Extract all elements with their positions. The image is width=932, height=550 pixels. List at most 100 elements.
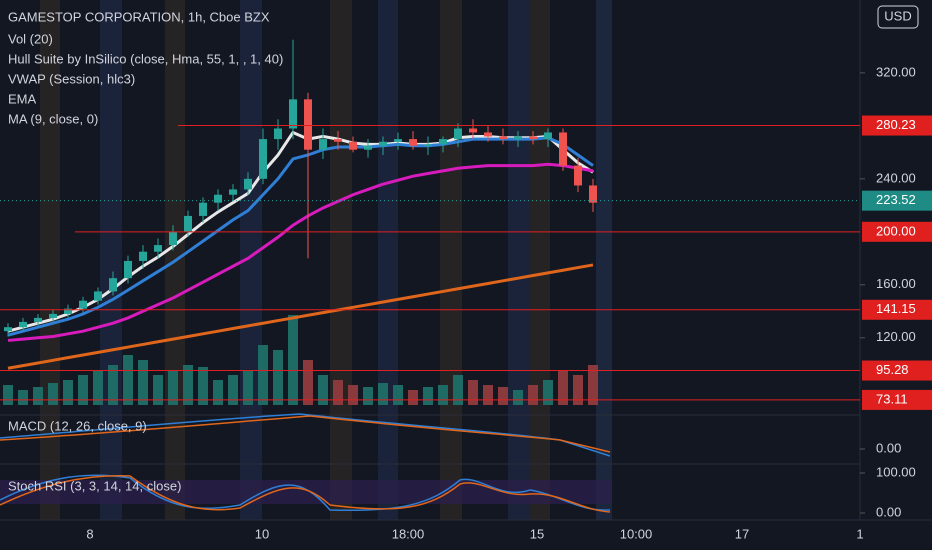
- candle-body: [319, 139, 327, 150]
- last-price-bg: [862, 190, 932, 211]
- stoch-tick-label: 100.00: [876, 464, 916, 479]
- volume-bar: [33, 387, 43, 405]
- volume-bar: [318, 375, 328, 405]
- candle-body: [79, 300, 87, 309]
- stoch-k: [0, 474, 611, 512]
- price-label-bg: [862, 389, 932, 410]
- candle-body: [394, 139, 402, 142]
- price-label: 200.00: [876, 223, 916, 238]
- candle-body: [109, 278, 117, 292]
- volume-bar: [498, 387, 508, 405]
- legend: GAMESTOP CORPORATION, 1h, Cboe BZX Vol (…: [8, 9, 283, 493]
- time-tick-label: 10:00: [620, 526, 653, 541]
- candle-body: [514, 136, 522, 140]
- volume-bar: [198, 367, 208, 405]
- indicator-label: Hull Suite by InSilico (close, Hma, 55, …: [8, 51, 283, 66]
- candle-body: [469, 128, 477, 133]
- candle-body: [454, 128, 462, 140]
- candle-body: [199, 202, 207, 216]
- currency[interactable]: USD: [884, 8, 911, 23]
- volume-bar: [153, 375, 163, 405]
- candle-body: [499, 136, 507, 140]
- candle-body: [94, 291, 102, 301]
- volume-bar: [303, 360, 313, 405]
- volume-bar: [273, 350, 283, 405]
- stoch-tick-label: 0.00: [876, 504, 901, 519]
- candle-body: [304, 99, 312, 150]
- price-tick-label: 120.00: [876, 329, 916, 344]
- indicator-label: VWAP (Session, hlc3): [8, 71, 135, 86]
- candle-body: [529, 136, 537, 140]
- candle-body: [259, 139, 267, 179]
- candle-body: [184, 215, 192, 232]
- candle-body: [589, 185, 597, 203]
- macd-line: [0, 413, 611, 457]
- volume-bar: [228, 375, 238, 405]
- candle-body: [34, 317, 42, 322]
- time-tick-label: 15: [530, 526, 544, 541]
- volume-bar: [363, 387, 373, 405]
- volume-bar: [3, 385, 13, 405]
- price-tick-label: 240.00: [876, 170, 916, 185]
- price-label-bg: [862, 360, 932, 381]
- indicator-line: [7, 130, 594, 333]
- volume-bar: [18, 390, 28, 405]
- candle-body: [4, 327, 12, 332]
- candle-body: [334, 139, 342, 142]
- price-tick-label: 160.00: [876, 276, 916, 291]
- time-tick-label: 10: [255, 526, 269, 541]
- price-label: 141.15: [876, 301, 916, 316]
- volume-bar: [483, 385, 493, 405]
- price-label-bg: [862, 115, 932, 136]
- indicator-label: Vol (20): [8, 31, 53, 46]
- indicator-line: [7, 263, 594, 370]
- volume-bar: [123, 355, 133, 405]
- volume-bar: [183, 365, 193, 405]
- candle-body: [544, 132, 552, 140]
- signal-line: [0, 415, 611, 453]
- price-label: 280.23: [876, 117, 916, 132]
- macd-label: MACD (12, 26, close, 9): [8, 418, 147, 433]
- candle-body: [424, 144, 432, 146]
- volume-bar: [108, 365, 118, 405]
- volume-bar: [573, 375, 583, 405]
- volume-bar: [288, 315, 298, 405]
- volume-bar: [138, 360, 148, 405]
- candle-body: [349, 141, 357, 150]
- currency-button[interactable]: [877, 5, 919, 29]
- volume-bar: [93, 370, 103, 405]
- candle-body: [439, 139, 447, 145]
- candle-body: [289, 99, 297, 129]
- volume-bar: [558, 370, 568, 405]
- volume-bar: [438, 385, 448, 405]
- time-tick-label: 17: [735, 526, 749, 541]
- volume-bar: [48, 383, 58, 405]
- volume-bar: [513, 390, 523, 405]
- volume-bar: [78, 375, 88, 405]
- volume-bar: [258, 345, 268, 405]
- candle-body: [64, 308, 72, 314]
- candle-body: [139, 251, 147, 261]
- candle-body: [19, 321, 27, 328]
- price-label: 95.28: [876, 362, 909, 377]
- candle-body: [154, 245, 162, 252]
- candle-body: [124, 260, 132, 279]
- time-tick-label: 8: [86, 526, 93, 541]
- volume-bar: [423, 387, 433, 405]
- volume-bar: [408, 390, 418, 405]
- candle-body: [274, 128, 282, 140]
- volume-bar: [528, 385, 538, 405]
- candle-body: [169, 231, 177, 246]
- indicator-line: [7, 162, 594, 342]
- candle-body: [244, 178, 252, 190]
- price-label-bg: [862, 221, 932, 242]
- volume-bar: [213, 380, 223, 405]
- volume-bar: [333, 380, 343, 405]
- volume-bar: [453, 375, 463, 405]
- volume-bar: [243, 370, 253, 405]
- symbol-title: GAMESTOP CORPORATION, 1h, Cboe BZX: [8, 9, 270, 24]
- candle-body: [409, 139, 417, 146]
- candle-body: [379, 141, 387, 146]
- volume-bar: [168, 370, 178, 405]
